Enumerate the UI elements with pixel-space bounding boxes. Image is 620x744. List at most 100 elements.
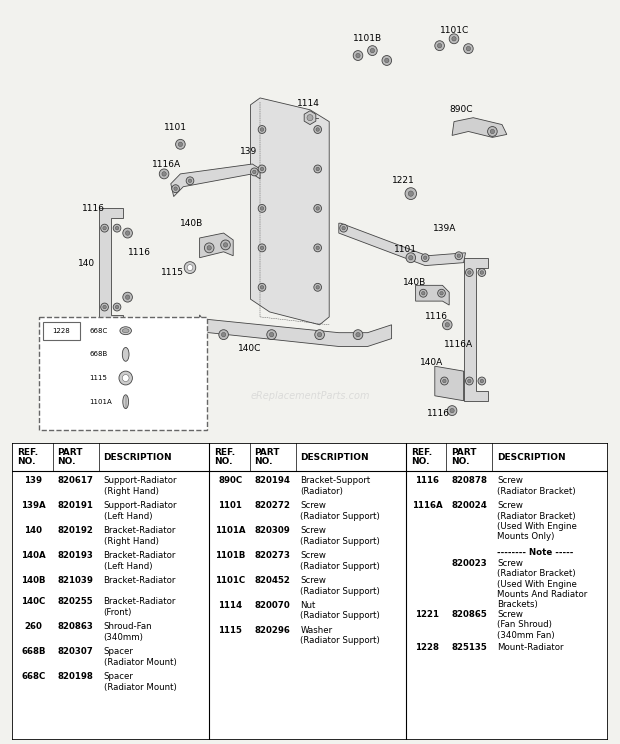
Circle shape — [260, 207, 264, 211]
Text: 668B: 668B — [89, 351, 107, 357]
Circle shape — [184, 262, 196, 274]
Text: 890C: 890C — [218, 476, 242, 485]
Text: 140B: 140B — [180, 219, 203, 228]
Circle shape — [316, 167, 319, 170]
Circle shape — [314, 165, 322, 173]
Circle shape — [452, 36, 456, 41]
Circle shape — [178, 142, 182, 147]
Circle shape — [464, 44, 473, 54]
Text: PART
NO.: PART NO. — [451, 448, 477, 466]
Circle shape — [207, 246, 211, 250]
Circle shape — [445, 323, 450, 327]
Text: 1228: 1228 — [415, 644, 439, 652]
Circle shape — [316, 286, 319, 289]
Ellipse shape — [120, 327, 131, 335]
Circle shape — [162, 172, 166, 176]
Text: eReplacementParts.com: eReplacementParts.com — [250, 391, 370, 401]
Circle shape — [113, 224, 121, 232]
Text: 820191: 820191 — [58, 501, 94, 510]
Text: Nut
(Radiator Support): Nut (Radiator Support) — [301, 601, 380, 620]
Circle shape — [455, 251, 463, 260]
Circle shape — [420, 289, 427, 297]
Polygon shape — [99, 208, 123, 327]
Circle shape — [115, 305, 119, 309]
Circle shape — [270, 333, 274, 337]
Text: 820194: 820194 — [254, 476, 290, 485]
Text: 1101B: 1101B — [215, 551, 246, 560]
Text: 820193: 820193 — [58, 551, 94, 560]
Text: DESCRIPTION: DESCRIPTION — [301, 452, 369, 461]
Text: 139A: 139A — [433, 224, 456, 233]
Text: 820865: 820865 — [451, 610, 487, 619]
Text: REF.
NO.: REF. NO. — [17, 448, 38, 466]
Circle shape — [441, 377, 448, 385]
Text: PART
NO.: PART NO. — [58, 448, 83, 466]
Circle shape — [340, 224, 347, 232]
Text: 1101B: 1101B — [353, 34, 383, 43]
Circle shape — [314, 205, 322, 212]
Circle shape — [316, 128, 319, 131]
Text: 140: 140 — [78, 259, 95, 268]
Text: 668B: 668B — [21, 647, 46, 656]
Circle shape — [450, 408, 454, 413]
Circle shape — [408, 191, 414, 196]
Text: 140B: 140B — [21, 576, 46, 585]
Circle shape — [478, 269, 485, 277]
Circle shape — [103, 226, 106, 230]
Circle shape — [172, 185, 179, 193]
Circle shape — [443, 379, 446, 382]
Circle shape — [187, 265, 193, 271]
Circle shape — [466, 269, 473, 277]
Circle shape — [466, 377, 473, 385]
Text: Screw
(Fan Shroud)
(340mm Fan): Screw (Fan Shroud) (340mm Fan) — [497, 610, 555, 640]
Text: 1115: 1115 — [161, 268, 184, 277]
Text: 668C: 668C — [22, 672, 46, 681]
Circle shape — [307, 115, 313, 121]
Text: 1101C: 1101C — [215, 576, 246, 585]
Text: Bracket-Radiator
(Front): Bracket-Radiator (Front) — [104, 597, 176, 617]
Text: 825135: 825135 — [451, 644, 487, 652]
Text: 820296: 820296 — [254, 626, 290, 635]
Circle shape — [221, 240, 230, 250]
Circle shape — [252, 170, 256, 173]
Text: 1114: 1114 — [296, 100, 319, 109]
Circle shape — [123, 228, 133, 238]
Circle shape — [223, 243, 228, 247]
Circle shape — [205, 243, 214, 253]
Circle shape — [480, 379, 484, 382]
Text: 260: 260 — [25, 622, 42, 631]
Circle shape — [260, 286, 264, 289]
Circle shape — [260, 167, 264, 170]
Circle shape — [382, 56, 392, 65]
Circle shape — [356, 333, 360, 337]
Circle shape — [422, 254, 429, 262]
Text: 668C: 668C — [89, 327, 107, 334]
Text: 140A: 140A — [21, 551, 46, 560]
Circle shape — [450, 33, 459, 44]
Circle shape — [467, 379, 471, 382]
Text: 1101A: 1101A — [89, 399, 112, 405]
Circle shape — [125, 295, 130, 299]
Text: 1116: 1116 — [415, 476, 439, 485]
Text: Bracket-Radiator: Bracket-Radiator — [104, 576, 176, 585]
Circle shape — [368, 45, 377, 56]
Circle shape — [447, 405, 457, 415]
Text: 820023: 820023 — [451, 559, 487, 568]
Circle shape — [119, 371, 133, 385]
Circle shape — [384, 58, 389, 62]
Circle shape — [466, 46, 471, 51]
Circle shape — [267, 330, 277, 339]
Text: 1115: 1115 — [89, 375, 107, 381]
Text: 820307: 820307 — [58, 647, 94, 656]
Text: 139A: 139A — [21, 501, 46, 510]
Circle shape — [490, 129, 495, 134]
Text: 1101: 1101 — [218, 501, 242, 510]
Text: Shroud-Fan
(340mm): Shroud-Fan (340mm) — [104, 622, 153, 641]
Polygon shape — [200, 315, 392, 347]
Text: Bracket-Radiator
(Left Hand): Bracket-Radiator (Left Hand) — [104, 551, 176, 571]
Circle shape — [316, 207, 319, 211]
Text: 1116A: 1116A — [445, 340, 474, 349]
Bar — [39, 317, 207, 430]
Text: Screw
(Radiator Support): Screw (Radiator Support) — [301, 501, 380, 521]
Text: Spacer
(Radiator Mount): Spacer (Radiator Mount) — [104, 672, 176, 691]
